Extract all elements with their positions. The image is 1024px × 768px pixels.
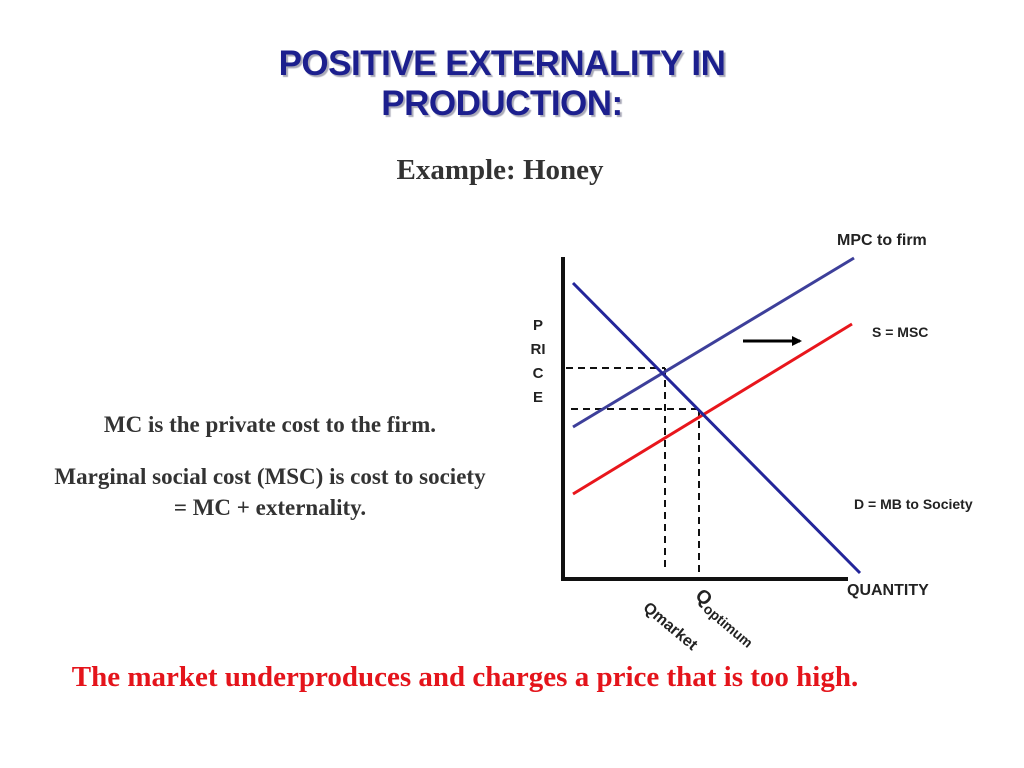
demand-label: D = MB to Society xyxy=(854,496,973,512)
mpc-curve xyxy=(572,256,855,429)
note-private-cost: MC is the private cost to the firm. xyxy=(103,412,437,437)
q-optimum-sub: optimum xyxy=(700,601,756,651)
q-market-label-group: Qmarket xyxy=(640,599,701,654)
y-axis-label-line-2: RI xyxy=(531,341,546,358)
y-axis-label-line-4: E xyxy=(533,389,543,406)
y-axis-label-line-3: C xyxy=(533,365,544,382)
msc-label: S = MSC xyxy=(872,324,928,340)
x-axis-label: QUANTITY xyxy=(847,582,929,599)
slide-subtitle: Example: Honey xyxy=(396,154,604,186)
demand-curve xyxy=(571,281,862,575)
slide-title-line-2: PRODUCTION: xyxy=(381,84,623,123)
note-social-cost: Marginal social cost (MSC) is cost to so… xyxy=(54,464,486,520)
mpc-label: MPC to firm xyxy=(837,232,927,249)
msc-curve xyxy=(572,322,853,496)
conclusion-text: The market underproduces and charges a p… xyxy=(71,661,859,693)
slide-title-line-1: POSITIVE EXTERNALITY IN xyxy=(278,44,726,83)
q-market-label: Qmarket xyxy=(640,599,701,654)
y-axis-label-line-1: P xyxy=(533,317,543,334)
slide-title: POSITIVE EXTERNALITY IN PRODUCTION: xyxy=(0,44,1004,124)
